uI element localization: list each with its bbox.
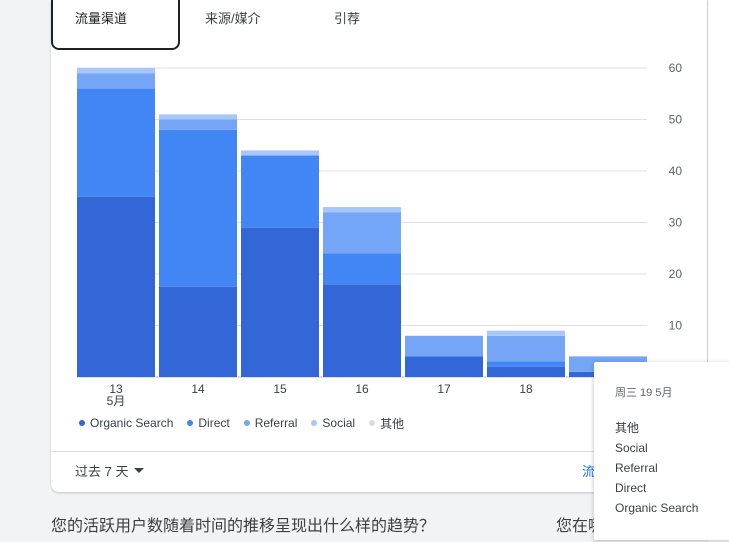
bar-segment[interactable] (241, 155, 319, 228)
view-report-link[interactable]: 流 (582, 464, 596, 479)
x-tick-label: 15 (273, 382, 287, 396)
bar-segment[interactable] (77, 88, 155, 197)
bar-segment[interactable] (77, 68, 155, 74)
bar-segment[interactable] (159, 114, 237, 120)
bar-segment[interactable] (159, 286, 237, 377)
bar-segment[interactable] (323, 253, 401, 285)
legend-label: 其他 (380, 416, 405, 431)
bar-segment[interactable] (77, 196, 155, 377)
bar-segment[interactable] (487, 361, 565, 367)
tooltip-series-item: Direct (615, 481, 647, 495)
x-month-label: 5月 (107, 394, 126, 408)
bar-segment[interactable] (241, 227, 319, 377)
tooltip-series-item: Referral (615, 461, 658, 475)
bar-segment[interactable] (323, 284, 401, 377)
tooltip-series-item: 其他 (615, 421, 640, 435)
y-tick-label: 20 (669, 267, 683, 281)
y-tick-label: 60 (669, 61, 683, 75)
bar-segment[interactable] (487, 330, 565, 336)
legend-dot-icon (369, 420, 376, 426)
date-range-dropdown[interactable]: 过去 7 天 (75, 461, 145, 480)
legend-item[interactable]: Referral (243, 414, 298, 432)
legend-dot-icon (187, 420, 194, 426)
x-tick-label: 14 (191, 382, 205, 396)
y-tick-label: 40 (669, 164, 683, 178)
legend-item[interactable]: Direct (187, 414, 230, 432)
traffic-card: 流量渠道 来源/媒介 引荐 60504030201001314151617181… (51, 0, 707, 492)
legend-label: Direct (198, 416, 230, 430)
bar-segment[interactable] (159, 119, 237, 130)
tab-referral[interactable]: 引荐 (334, 11, 361, 26)
y-tick-label: 30 (669, 216, 683, 230)
tooltip-series-list: 其他 Social Referral Direct Organic Search (615, 418, 698, 518)
tooltip-series-item: Social (615, 441, 648, 455)
bar-segment[interactable] (405, 335, 483, 357)
x-tick-label: 18 (519, 382, 533, 396)
tab-bar: 流量渠道 来源/媒介 引荐 (51, 0, 707, 50)
bar-segment[interactable] (405, 356, 483, 377)
y-tick-label: 50 (669, 113, 683, 127)
legend-dot-icon (243, 420, 250, 426)
legend-item[interactable]: Social (311, 414, 355, 432)
tooltip-series-item: Organic Search (615, 501, 699, 515)
legend-label: Organic Search (90, 416, 174, 430)
chart-tooltip: 周三 19 5月 其他 Social Referral Direct Organic S… (594, 362, 729, 540)
y-tick-label: 10 (669, 319, 683, 333)
tab-traffic-channel[interactable]: 流量渠道 (51, 0, 180, 50)
bar-segment[interactable] (77, 73, 155, 89)
legend-item[interactable]: 其他 (369, 414, 404, 432)
legend-dot-icon (311, 420, 318, 426)
legend-item[interactable]: Organic Search (79, 414, 173, 432)
tooltip-date: 周三 19 5月 (615, 387, 673, 399)
legend-label: Referral (254, 416, 298, 430)
stacked-bar-chart: 6050403020100131415161718195月 (77, 61, 683, 408)
bar-segment[interactable] (323, 207, 401, 213)
legend-label: Social (322, 416, 356, 430)
bar-segment[interactable] (159, 129, 237, 287)
footer-divider (51, 451, 707, 452)
bar-segment[interactable] (487, 366, 565, 377)
bar-segment[interactable] (487, 335, 565, 362)
question-active-users: 您的活跃用户数随着时间的推移呈现出什么样的趋势？ (51, 518, 436, 535)
bar-segment[interactable] (241, 150, 319, 156)
x-tick-label: 13 (109, 382, 123, 396)
chart-legend: Organic Search Direct Referral Social 其他 (79, 414, 404, 432)
caret-down-icon (134, 468, 145, 473)
bar-segment[interactable] (323, 212, 401, 254)
x-tick-label: 16 (355, 382, 369, 396)
legend-dot-icon (79, 420, 85, 426)
x-tick-label: 17 (437, 382, 451, 396)
tab-source-medium[interactable]: 来源/媒介 (205, 11, 261, 26)
date-range-label: 过去 7 天 (75, 464, 129, 479)
